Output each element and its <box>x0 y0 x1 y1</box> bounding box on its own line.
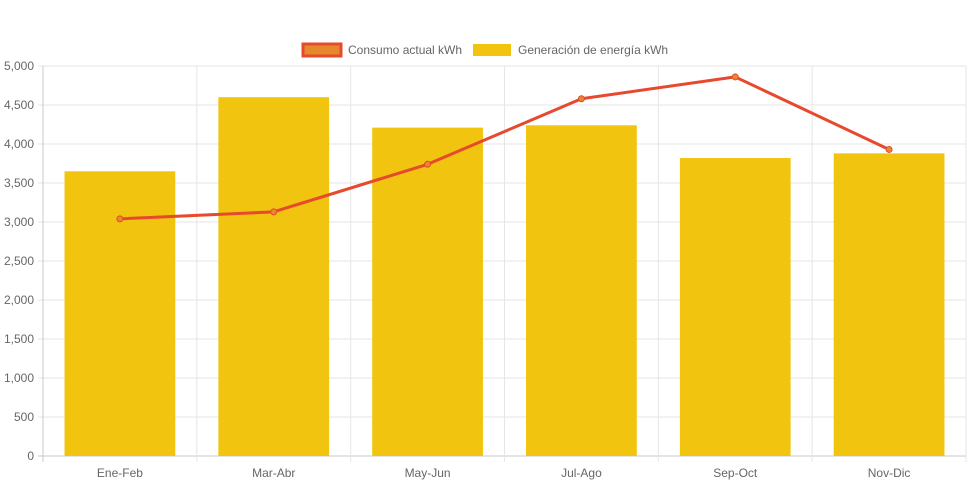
bar-generacion <box>526 125 637 456</box>
y-tick-label: 1,000 <box>4 371 34 385</box>
bar-generacion <box>679 158 791 457</box>
point-consumo <box>270 208 278 216</box>
y-tick-label: 2,500 <box>4 254 34 268</box>
legend-swatch-consumo[interactable] <box>301 42 343 58</box>
y-tick-label: 5,000 <box>4 59 34 73</box>
point-consumo <box>424 160 432 168</box>
point-consumo <box>577 95 585 103</box>
y-tick-label: 1,500 <box>4 332 34 346</box>
bar-generacion <box>64 171 176 457</box>
bar-generacion <box>833 153 945 457</box>
bar-series <box>64 97 945 457</box>
legend: Consumo actual kWh Generación de energía… <box>301 42 668 58</box>
y-tick-label: 4,500 <box>4 98 34 112</box>
y-tick-label: 0 <box>27 449 34 463</box>
grid-lines <box>38 65 967 462</box>
point-consumo <box>116 215 124 223</box>
x-axis: Ene-Feb Mar-Abr May-Jun Jul-Ago Sep-Oct Nov-D… <box>97 466 911 480</box>
x-tick-label: Jul-Ago <box>561 466 602 480</box>
y-axis: 0 500 1,000 1,500 2,000 2,500 3,000 3,500 4,000 4… <box>4 59 34 463</box>
x-tick-label: Nov-Dic <box>868 466 911 480</box>
y-tick-label: 4,000 <box>4 137 34 151</box>
y-tick-label: 3,500 <box>4 176 34 190</box>
line-consumo <box>119 75 890 221</box>
x-tick-label: Ene-Feb <box>97 466 143 480</box>
point-consumo <box>731 73 739 81</box>
point-consumo <box>885 145 893 153</box>
line-series <box>116 73 893 223</box>
legend-label-generacion[interactable]: Generación de energía kWh <box>518 43 668 57</box>
x-tick-label: Sep-Oct <box>713 466 758 480</box>
y-tick-label: 3,000 <box>4 215 34 229</box>
legend-label-consumo[interactable]: Consumo actual kWh <box>348 43 462 57</box>
x-tick-label: May-Jun <box>405 466 451 480</box>
y-tick-label: 2,000 <box>4 293 34 307</box>
bar-generacion <box>218 97 330 456</box>
y-tick-label: 500 <box>14 410 34 424</box>
x-tick-label: Mar-Abr <box>252 466 295 480</box>
bar-generacion <box>372 127 483 457</box>
legend-swatch-generacion[interactable] <box>473 44 511 56</box>
